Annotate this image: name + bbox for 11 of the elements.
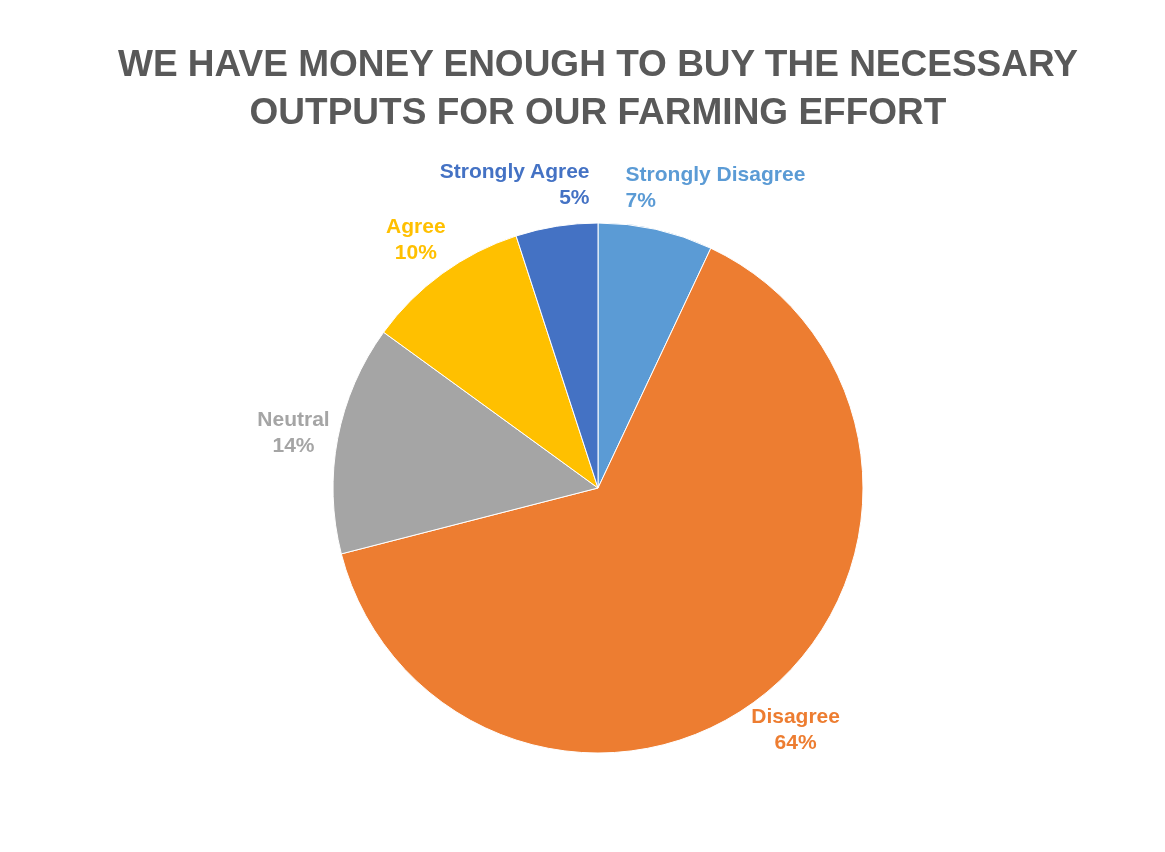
data-label: 7% <box>625 188 657 212</box>
data-label: 5% <box>559 184 590 208</box>
slice-label: Strongly Agree <box>439 158 590 182</box>
data-label: 14% <box>272 432 315 456</box>
slice-label: Neutral <box>257 406 330 430</box>
data-label: 64% <box>774 729 817 753</box>
slice-label: Disagree <box>751 703 840 727</box>
slice-label: Agree <box>386 214 446 238</box>
chart-title: WE HAVE MONEY ENOUGH TO BUY THE NECESSARY OUTPUTS FOR OUR FARMING EFFORT <box>117 43 1079 132</box>
data-label: 10% <box>394 240 438 264</box>
slice-label: Strongly Disagree <box>625 162 806 186</box>
